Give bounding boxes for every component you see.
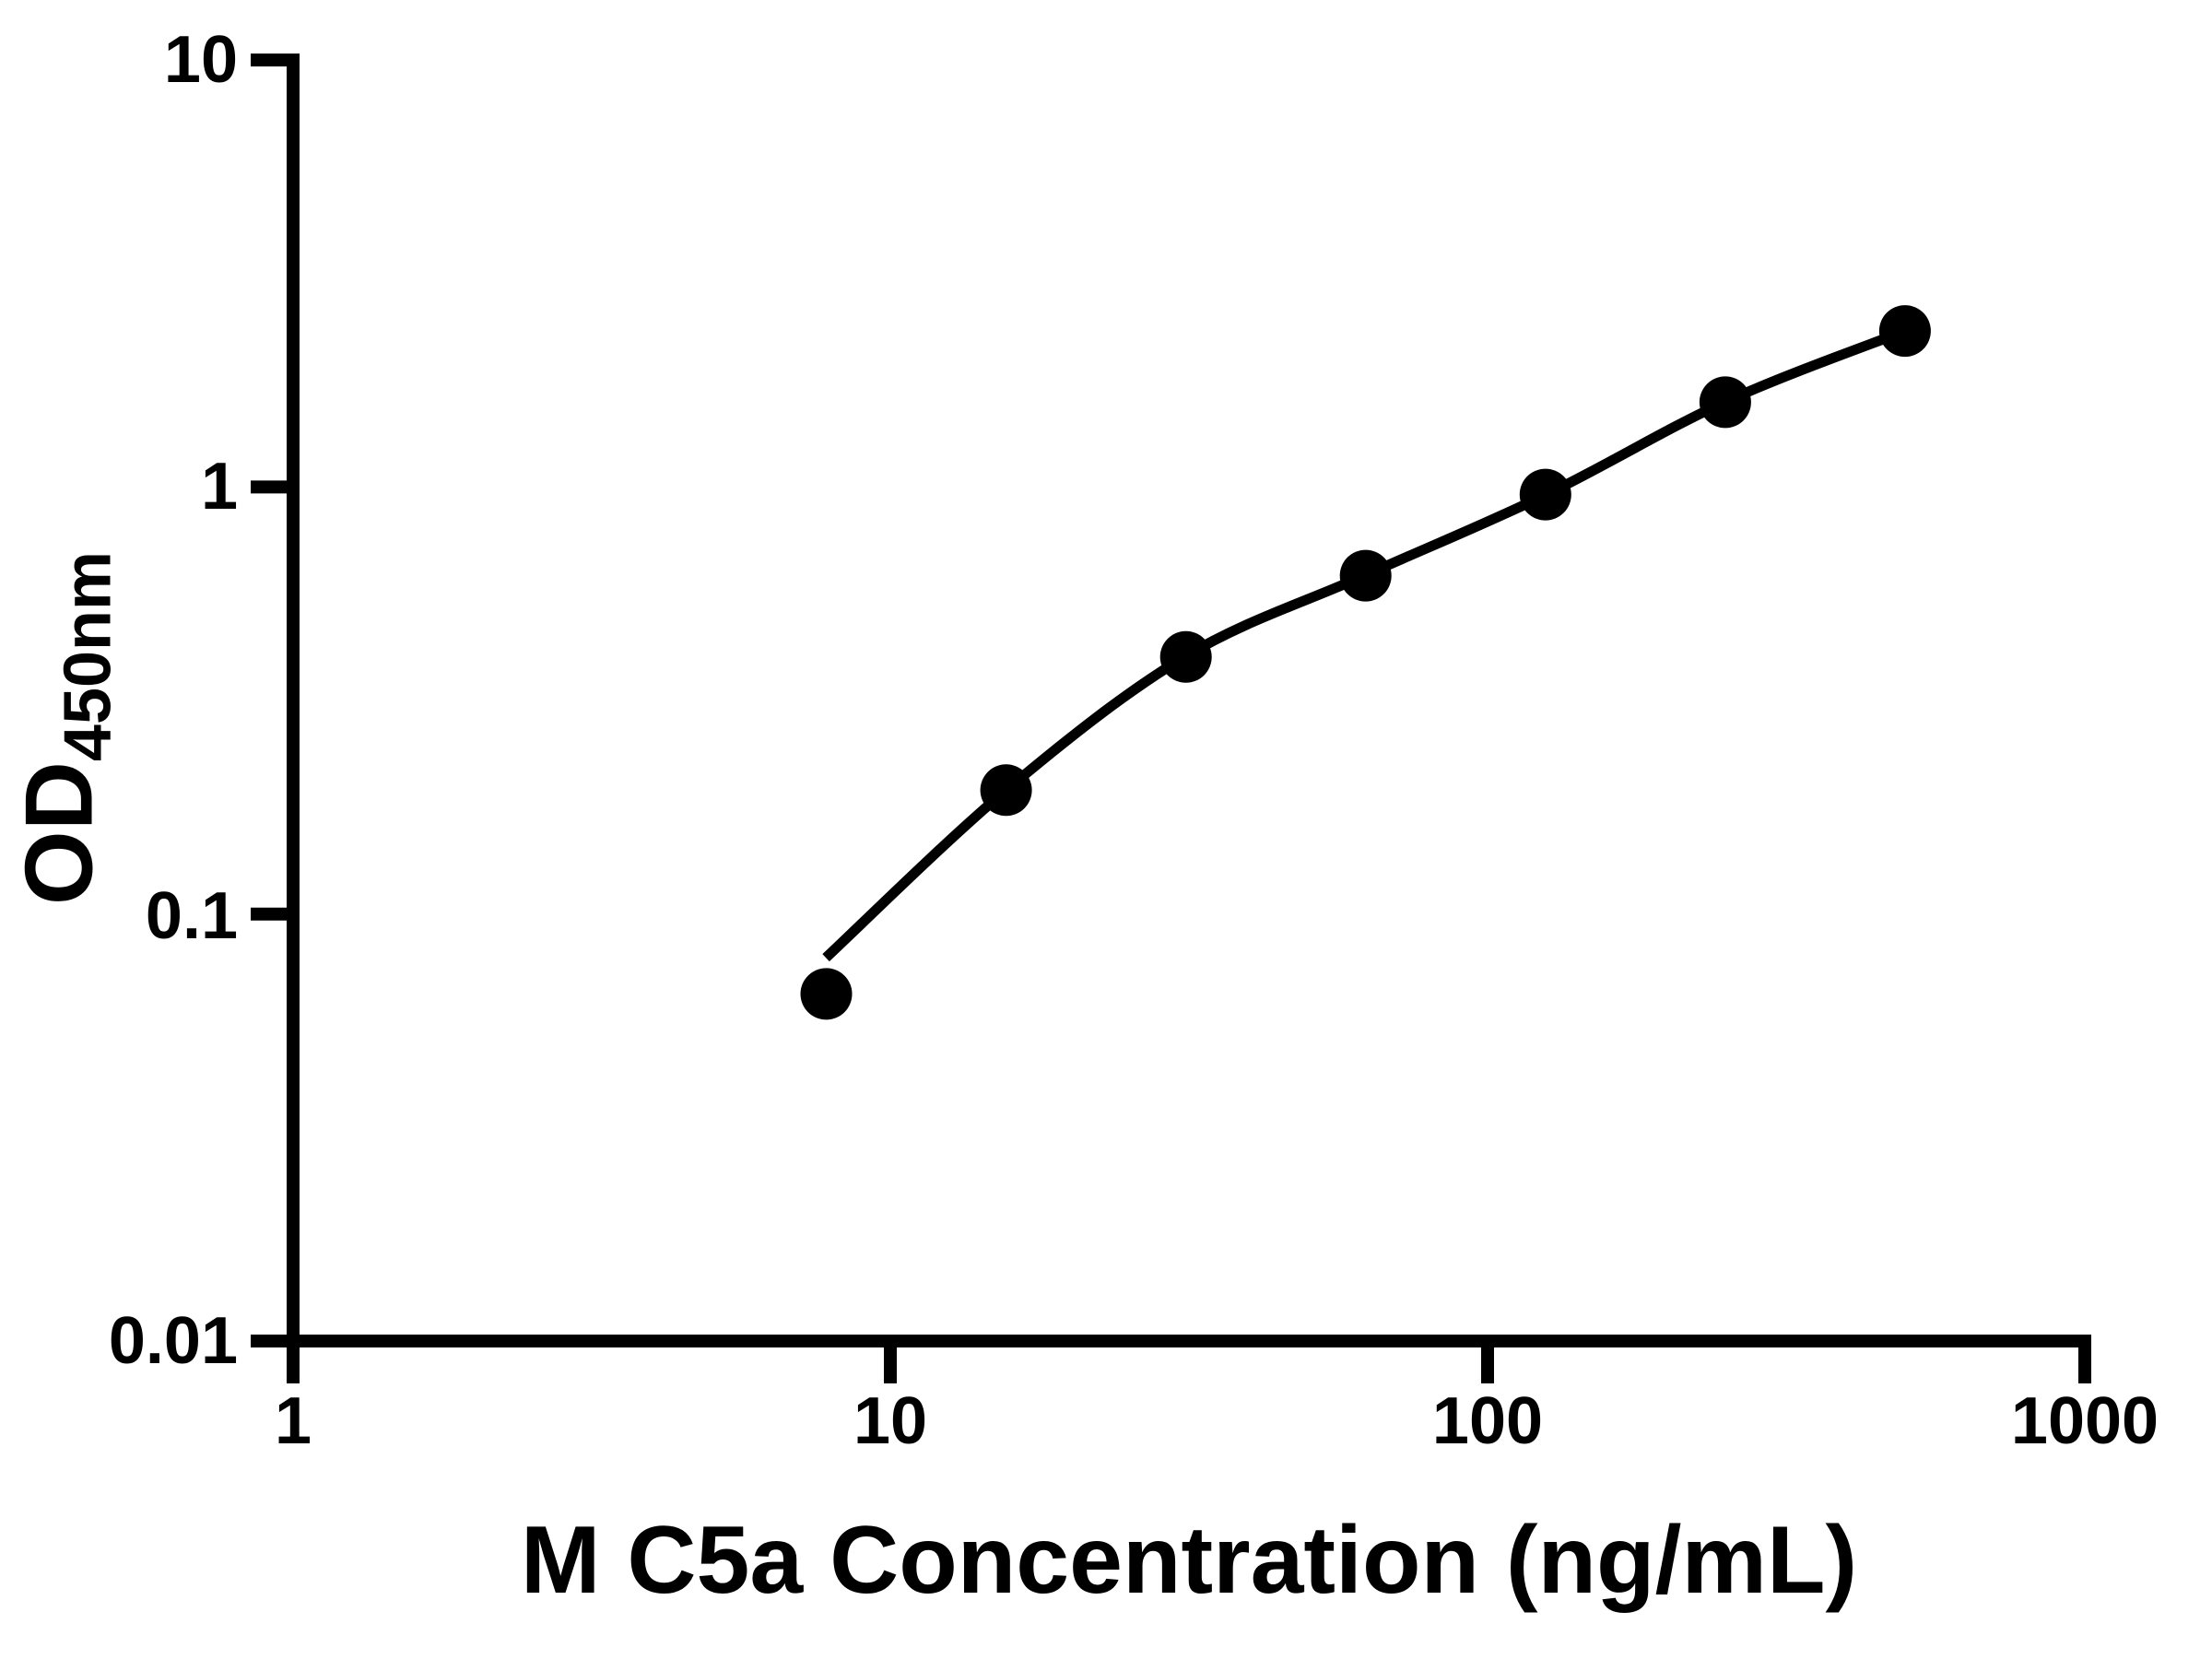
- fit-curve: [822, 325, 1907, 962]
- x-tick-label-1: 1: [274, 1384, 312, 1458]
- data-point-7.8125: [800, 968, 853, 1020]
- data-point-62.5: [1339, 549, 1392, 602]
- y-tick-label-0-1: 0.1: [145, 879, 238, 953]
- y-axis-title-main: OD: [6, 761, 113, 906]
- x-axis-title: M C5a Concentration (ng/mL): [520, 1507, 1858, 1614]
- y-tick-label-0-01: 0.01: [108, 1304, 238, 1378]
- data-points: [800, 305, 1931, 1020]
- data-point-125: [1519, 468, 1571, 521]
- y-axis-title-subscript: 450nm: [51, 550, 125, 762]
- y-tick-label-10: 10: [163, 23, 238, 97]
- x-tick-label-100: 100: [1431, 1384, 1544, 1458]
- axes: [251, 53, 2091, 1383]
- y-axis-title: OD450nm: [6, 550, 136, 905]
- axis-lines-and-ticks: [251, 53, 2091, 1383]
- standard-curve-line: [822, 325, 1907, 962]
- y-tick-label-1: 1: [200, 450, 238, 524]
- data-point-15.625: [980, 764, 1032, 817]
- data-point-500: [1878, 305, 1931, 358]
- data-point-31.25: [1159, 630, 1212, 683]
- x-tick-label-10: 10: [853, 1384, 928, 1458]
- x-tick-label-1000: 1000: [2010, 1384, 2159, 1458]
- data-point-250: [1699, 376, 1751, 429]
